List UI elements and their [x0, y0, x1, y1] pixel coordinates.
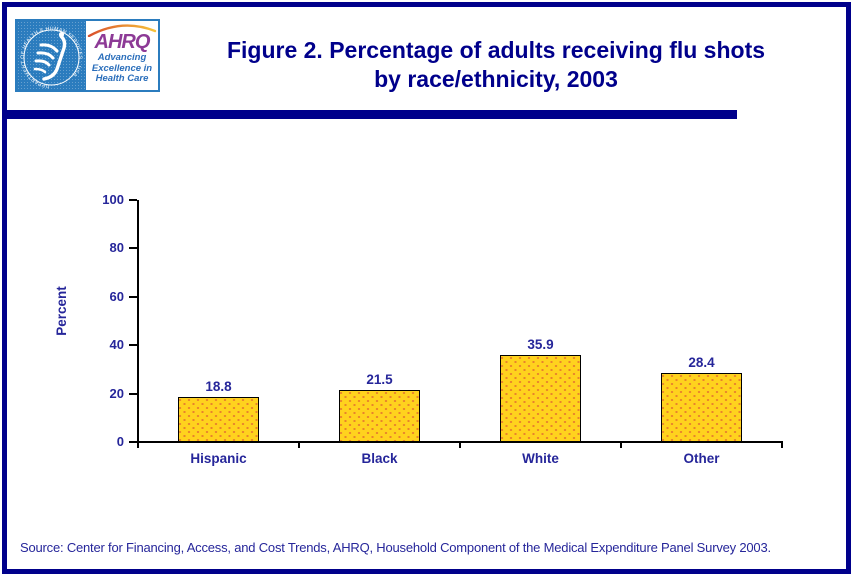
y-tick [129, 441, 137, 443]
x-tick [298, 443, 300, 448]
y-axis-title: Percent [54, 286, 69, 336]
bar [500, 355, 581, 442]
ahrq-logo-panel: AHRQ Advancing Excellence in Health Care [86, 21, 158, 90]
category-label: Hispanic [190, 451, 247, 466]
figure-title-line2: by race/ethnicity, 2003 [374, 66, 618, 92]
tagline-line: Excellence in [91, 62, 153, 74]
ahrq-swoosh-icon [87, 24, 157, 37]
figure-title: Figure 2. Percentage of adults receiving… [165, 36, 827, 94]
bar-value-label: 35.9 [527, 337, 554, 353]
bar [661, 373, 742, 442]
category-label: Black [361, 451, 398, 466]
y-tick-label: 100 [102, 192, 124, 207]
x-tick [781, 443, 783, 448]
category-label: Other [683, 451, 720, 466]
y-tick [129, 247, 137, 250]
x-axis-line [137, 441, 783, 443]
y-tick-label: 80 [109, 240, 124, 256]
bar [339, 389, 420, 442]
y-tick [129, 344, 137, 347]
ahrq-tagline: Advancing Excellence in Health Care [91, 52, 153, 85]
bar-value-label: 18.8 [205, 378, 232, 394]
y-tick-label: 40 [109, 337, 124, 353]
ahrq-acronym: AHRQ [94, 31, 151, 53]
figure-title-line1: Figure 2. Percentage of adults receiving… [226, 37, 766, 63]
tagline-line: Advancing [97, 52, 147, 63]
tagline-line: Health Care [95, 73, 149, 84]
y-tick [129, 392, 137, 395]
y-tick-label: 20 [109, 385, 124, 401]
bar-value-label: 28.4 [688, 355, 715, 371]
hhs-eagle-icon: DEPARTMENT OF HEALTH & HUMAN SERVICES · … [20, 26, 83, 89]
bar-value-label: 21.5 [366, 371, 393, 387]
category-label: White [522, 451, 559, 466]
y-tick [129, 295, 137, 298]
y-tick-label: 60 [109, 288, 124, 304]
y-axis-line [137, 200, 139, 448]
bar [178, 396, 259, 442]
x-tick [620, 443, 622, 448]
y-tick [129, 199, 137, 201]
y-tick-label: 0 [116, 434, 124, 449]
hhs-seal: DEPARTMENT OF HEALTH & HUMAN SERVICES · … [17, 21, 86, 90]
x-tick [459, 443, 461, 448]
ahrq-hhs-logo: DEPARTMENT OF HEALTH & HUMAN SERVICES · … [15, 19, 160, 92]
source-note: Source: Center for Financing, Access, an… [20, 540, 771, 555]
header-divider-rule [7, 110, 737, 119]
